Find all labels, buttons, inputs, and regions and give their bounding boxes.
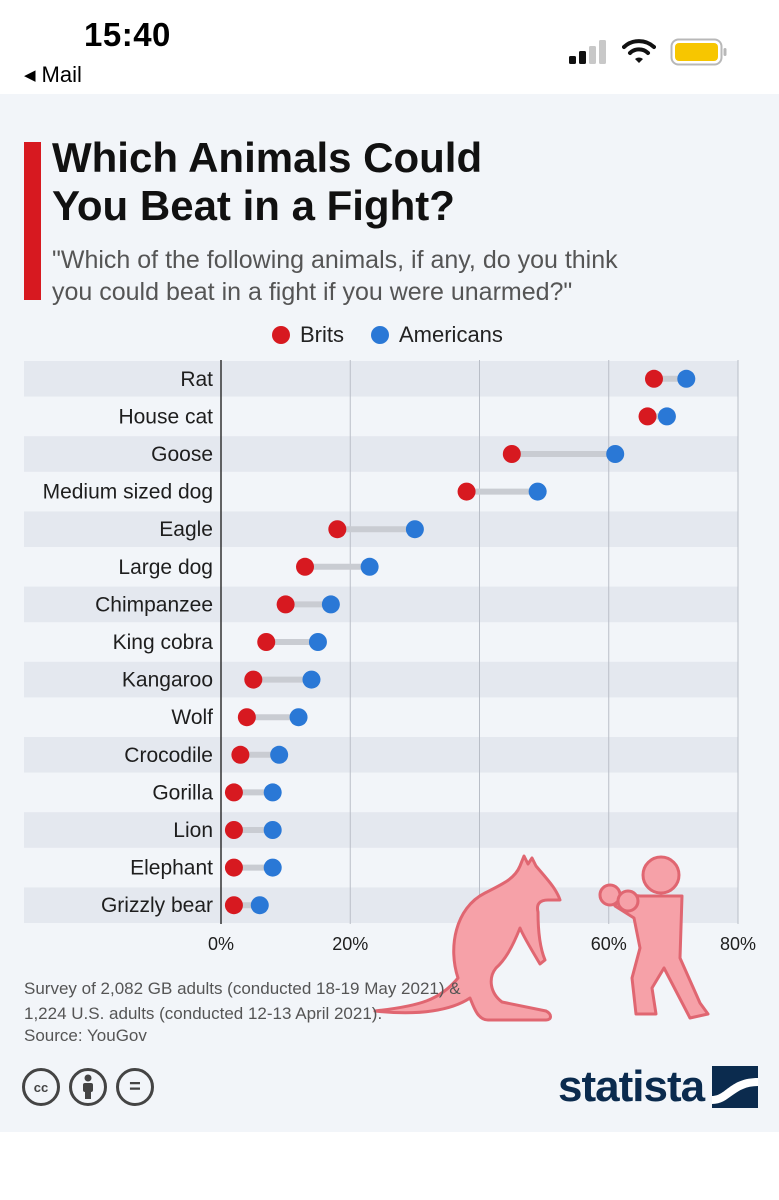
- category-label: Medium sized dog: [43, 481, 213, 504]
- brits-dot: [244, 670, 263, 689]
- americans-dot: [677, 369, 696, 388]
- statista-logo-icon: [712, 1066, 759, 1108]
- footnote-line-1: Survey of 2,082 GB adults (conducted 18-…: [24, 979, 461, 998]
- statista-brand[interactable]: statista: [558, 1062, 759, 1111]
- survey-footnote: Survey of 2,082 GB adults (conducted 18-…: [24, 976, 724, 1026]
- kangaroo-illustration: [373, 854, 562, 1022]
- nd-icon[interactable]: =: [116, 1068, 154, 1106]
- x-tick-label: 0%: [208, 934, 234, 954]
- brits-dot: [224, 821, 243, 839]
- chart-title: Which Animals Could You Beat in a Fight?: [52, 134, 752, 230]
- americans-dot: [263, 783, 282, 802]
- category-label: House cat: [118, 405, 213, 428]
- cc-icon[interactable]: cc: [22, 1068, 60, 1106]
- row-band: [24, 737, 738, 773]
- legend-label-brits: Brits: [300, 322, 344, 347]
- brits-dot: [224, 896, 243, 915]
- back-arrow-icon: ◀: [24, 67, 36, 84]
- chart-subtitle: "Which of the following animals, if any,…: [52, 244, 752, 308]
- brits-dot: [257, 633, 276, 651]
- americans-dot: [263, 821, 282, 839]
- subtitle-line-1: "Which of the following animals, if any,…: [52, 246, 618, 274]
- chart-legend: Brits Americans: [0, 320, 779, 350]
- by-icon[interactable]: [69, 1068, 107, 1106]
- category-label: Lion: [173, 819, 213, 842]
- infographic-card: Which Animals Could You Beat in a Fight?…: [0, 94, 779, 1132]
- americans-dot: [360, 557, 379, 576]
- americans-dot: [289, 708, 308, 727]
- category-label: Grizzly bear: [101, 894, 213, 917]
- brits-dot: [638, 407, 657, 426]
- row-band: [24, 586, 738, 623]
- category-label: Large dog: [118, 556, 213, 579]
- row-band: [24, 361, 738, 397]
- battery-icon: [670, 38, 727, 66]
- title-accent-bar: [24, 142, 41, 300]
- category-label: Kangaroo: [122, 669, 213, 692]
- boxer-shape: [616, 889, 640, 913]
- brits-dot: [224, 858, 243, 877]
- americans-dot: [308, 633, 327, 651]
- x-tick-label: 20%: [332, 934, 368, 954]
- back-label: Mail: [41, 62, 82, 87]
- cellular-signal-icon: [569, 40, 606, 64]
- americans-dot: [321, 595, 340, 614]
- americans-dot: [263, 858, 282, 877]
- americans-dot: [657, 407, 676, 426]
- person-icon: [83, 1074, 93, 1099]
- brits-dot: [231, 745, 250, 764]
- row-band: [24, 661, 738, 698]
- legend-item-brits: Brits: [272, 320, 344, 350]
- category-label: Goose: [151, 443, 213, 466]
- brits-dot: [644, 369, 663, 388]
- boxer-illustration: [598, 855, 710, 1020]
- category-label: Rat: [180, 368, 213, 391]
- americans-dot: [405, 520, 424, 539]
- subtitle-line-2: you could beat in a fight if you were un…: [52, 278, 573, 306]
- brits-dot: [276, 595, 295, 614]
- category-label: King cobra: [113, 631, 214, 654]
- legend-swatch-brits: [272, 326, 290, 344]
- brits-dot: [237, 708, 256, 727]
- source-note: Source: YouGov: [24, 1026, 147, 1045]
- legend-swatch-americans: [371, 326, 389, 344]
- row-band: [24, 812, 738, 848]
- brits-dot: [457, 482, 476, 501]
- boxer-shape: [613, 892, 710, 1020]
- boxer-shape: [641, 855, 681, 895]
- footnote-line-2: 1,224 U.S. adults (conducted 12-13 April…: [24, 1004, 383, 1023]
- americans-dot: [606, 445, 625, 463]
- category-label: Wolf: [171, 706, 213, 729]
- status-bar: 15:40 ◀ Mail: [0, 0, 779, 94]
- legend-label-americans: Americans: [399, 322, 503, 347]
- americans-dot: [250, 896, 269, 915]
- category-label: Crocodile: [124, 744, 213, 767]
- brits-dot: [224, 783, 243, 802]
- category-label: Elephant: [130, 857, 213, 880]
- wifi-icon: [622, 39, 656, 63]
- category-label: Eagle: [159, 518, 213, 541]
- x-tick-label: 80%: [720, 934, 756, 954]
- page-bottom-area: [0, 1132, 779, 1200]
- brits-dot: [296, 557, 315, 576]
- americans-dot: [270, 745, 289, 764]
- legend-item-americans: Americans: [371, 320, 503, 350]
- title-line-2: You Beat in a Fight?: [52, 182, 455, 229]
- row-band: [24, 436, 738, 472]
- brits-dot: [328, 520, 347, 539]
- title-line-1: Which Animals Could: [52, 134, 483, 181]
- status-time: 15:40: [84, 16, 171, 53]
- brand-name: statista: [558, 1062, 705, 1111]
- back-to-mail-button[interactable]: ◀ Mail: [24, 62, 82, 88]
- x-tick-label: 60%: [591, 934, 627, 954]
- category-label: Gorilla: [152, 781, 213, 804]
- brits-dot: [502, 445, 521, 463]
- license-icons: cc =: [22, 1068, 154, 1108]
- americans-dot: [528, 482, 547, 501]
- category-label: Chimpanzee: [95, 593, 213, 616]
- americans-dot: [302, 670, 321, 689]
